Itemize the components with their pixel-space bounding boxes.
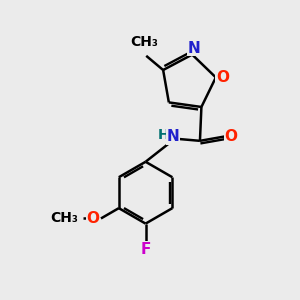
Text: O: O <box>216 70 229 85</box>
Text: N: N <box>187 40 200 56</box>
Text: O: O <box>86 211 100 226</box>
Text: CH₃: CH₃ <box>130 35 158 49</box>
Text: F: F <box>140 242 151 257</box>
Text: H: H <box>158 128 169 142</box>
Text: N: N <box>166 129 179 144</box>
Text: CH₃: CH₃ <box>50 212 78 226</box>
Text: O: O <box>225 129 238 144</box>
